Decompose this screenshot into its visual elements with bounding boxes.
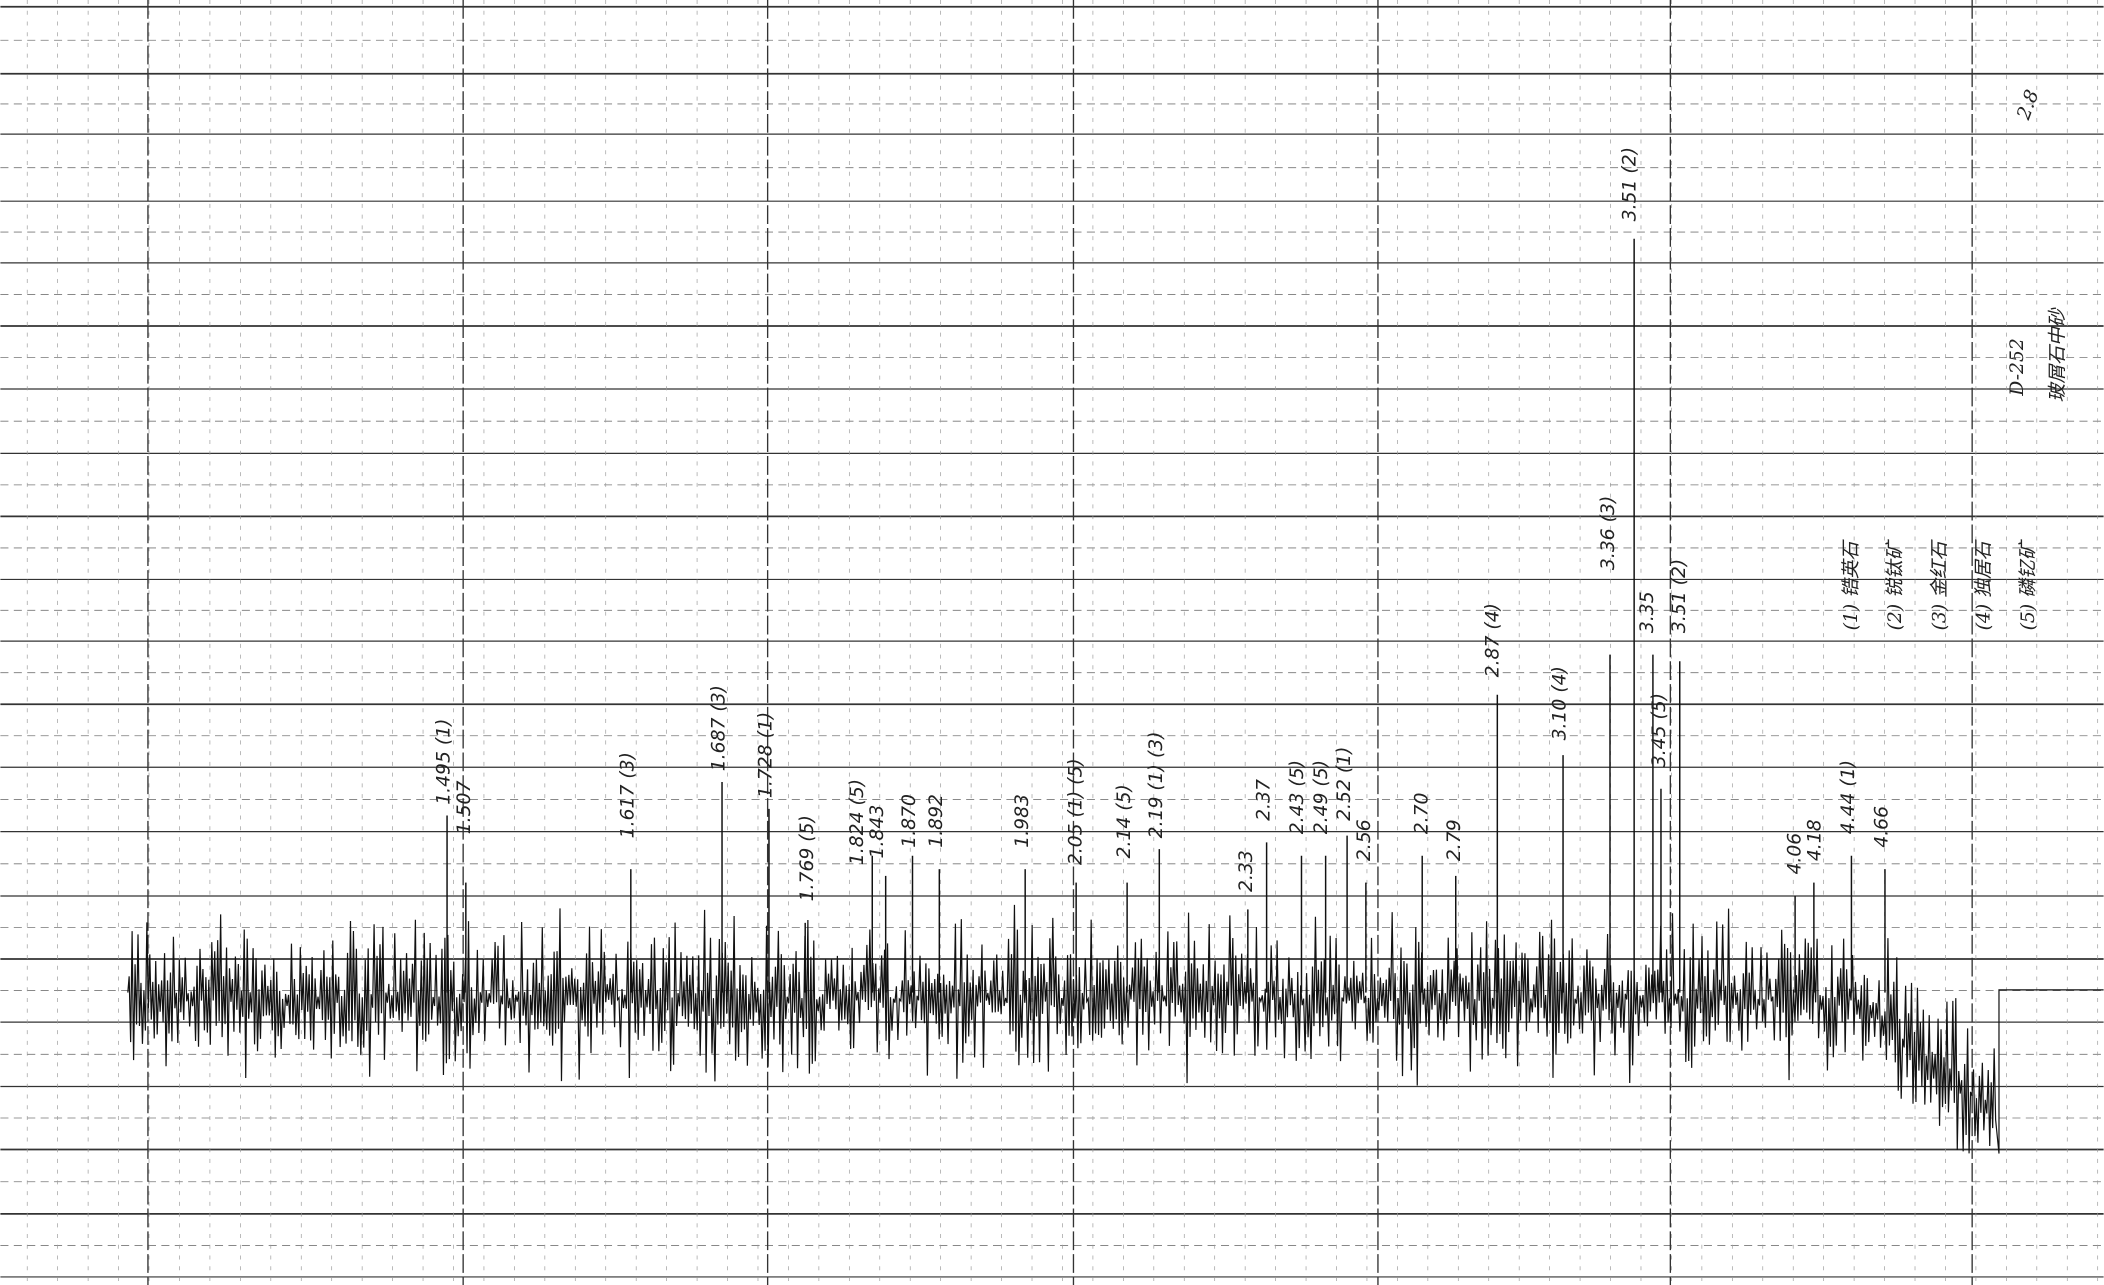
peak-label: 3.51 (2) bbox=[1619, 147, 1640, 221]
peak-label: 4.18 bbox=[1805, 819, 1826, 861]
peak-label: 2.52 (1) bbox=[1334, 747, 1355, 821]
peak-label: 2.87 (4) bbox=[1483, 603, 1504, 677]
xrd-chart: 1.495 (1)1.507 1.617 (3) 1.687 (3) 1.728 (1… bbox=[0, 0, 2104, 1285]
peak-label: 1.507 bbox=[454, 781, 475, 835]
peak-label: 2.19 (1) (3) bbox=[1146, 731, 1167, 838]
peak-label: 2.49 (5) bbox=[1311, 760, 1332, 834]
paper bbox=[0, 0, 2103, 1285]
peak-label: 3.36 (3) bbox=[1598, 496, 1619, 570]
peak-label: 1.870 bbox=[899, 794, 920, 848]
legend-entry: (3) 金红石 bbox=[1929, 538, 1950, 630]
peak-label: 2.33 bbox=[1236, 850, 1257, 892]
peak-label: 2.56 bbox=[1354, 819, 1375, 861]
peak-label: 1.892 bbox=[926, 794, 947, 848]
peak-label: 2.70 bbox=[1412, 793, 1433, 835]
peak-label: 2.05 (1) (5) bbox=[1066, 758, 1087, 865]
peak-label: 3.35 bbox=[1637, 591, 1658, 633]
sample-description: 玻屑石中砂 bbox=[2047, 307, 2068, 402]
peak-label: 1.983 bbox=[1012, 794, 1033, 848]
legend-entry: (4) 独居石 bbox=[1974, 538, 1995, 630]
peak-label: 3.45 (5) bbox=[1649, 693, 1670, 767]
peak-label: 1.617 (3) bbox=[618, 752, 639, 838]
peak-label: 2.43 (5) bbox=[1287, 760, 1308, 834]
legend-entry: (1) 锆英石 bbox=[1841, 538, 1862, 630]
peak-label: 2.79 bbox=[1444, 819, 1465, 861]
peak-label: 3.51 (2) bbox=[1669, 559, 1690, 633]
legend-entry: (2) 锐钛矿 bbox=[1885, 538, 1906, 630]
peak-label: 1.495 (1) bbox=[434, 719, 455, 805]
peak-label: 4.06 bbox=[1784, 833, 1805, 875]
peak-label: 4.66 bbox=[1872, 806, 1893, 848]
legend-entry: (5) 磷钇矿 bbox=[2018, 538, 2039, 630]
peak-label: 2.14 (5) bbox=[1114, 784, 1135, 858]
peak-label: 3.10 (4) bbox=[1550, 666, 1571, 740]
peak-label: 4.44 (1) bbox=[1838, 760, 1859, 834]
peak-label: 1.824 (5) bbox=[847, 779, 868, 865]
peak-label: 1.769 (5) bbox=[797, 815, 818, 901]
peak-label: 1.843 bbox=[867, 805, 888, 859]
page: 1.495 (1)1.507 1.617 (3) 1.687 (3) 1.728 (1… bbox=[0, 0, 2104, 1285]
peak-label: 1.728 (1) bbox=[756, 712, 777, 798]
sample-id: D-252 bbox=[2007, 338, 2028, 397]
peak-label: 1.687 (3) bbox=[709, 685, 730, 771]
peak-label: 2.37 bbox=[1253, 779, 1274, 821]
